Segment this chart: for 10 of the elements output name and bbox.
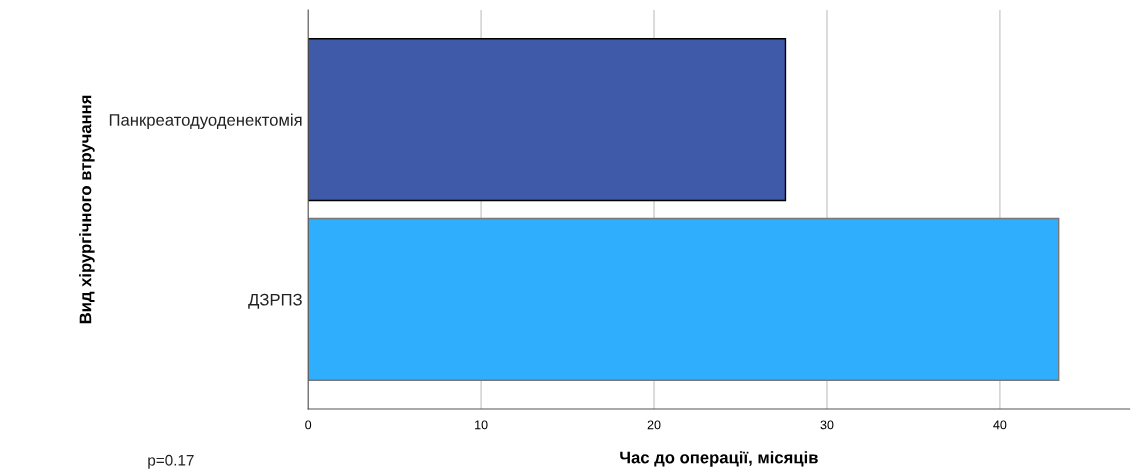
x-tick-label: 10	[475, 420, 488, 430]
x-tick-label: 30	[820, 420, 834, 430]
x-axis-title: Час до операції, місяців	[620, 451, 818, 467]
y-axis-title: Вид хірургічного втручання	[79, 95, 95, 324]
x-tick-label: 0	[305, 420, 312, 430]
x-tick-label: 20	[647, 420, 661, 430]
y-tick-label: Панкреатодуоденектомія	[109, 113, 302, 130]
text: p=0.17	[148, 454, 194, 469]
y-tick-label: ДЗРПЗ	[248, 293, 302, 309]
x-tick-label: 40	[993, 420, 1007, 430]
